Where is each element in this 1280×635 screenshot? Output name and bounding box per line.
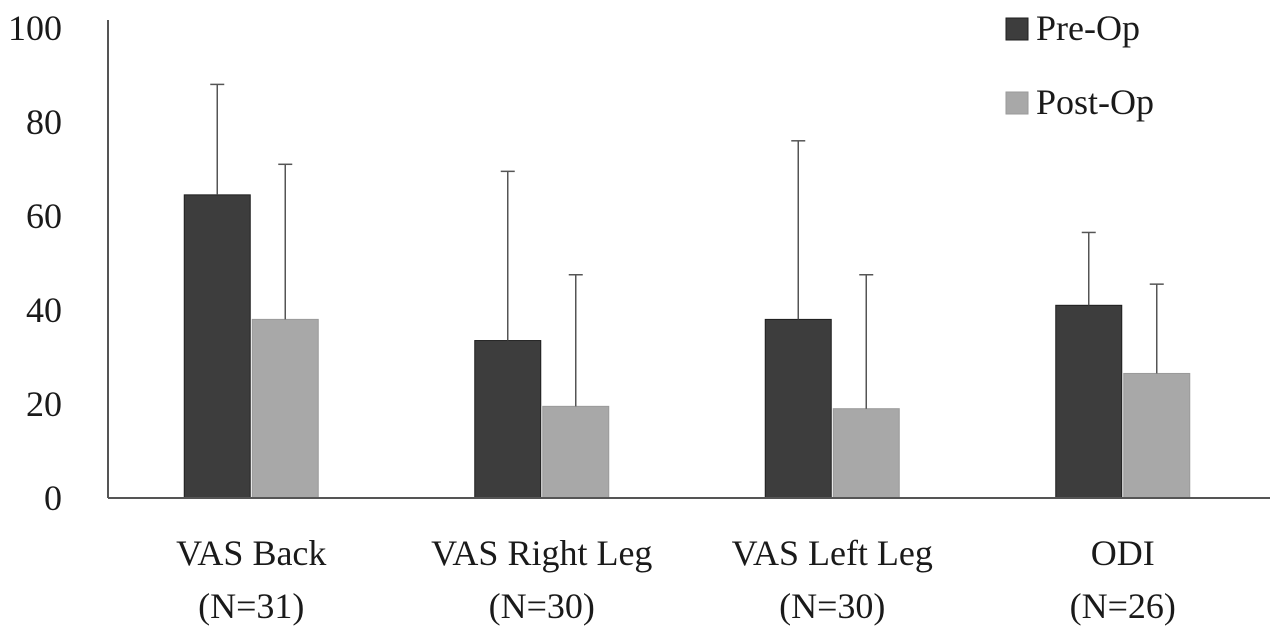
x-tick-sublabel-vas-back: (N=31) (198, 586, 304, 626)
legend: Pre-Op Post-Op (1005, 8, 1154, 122)
legend-label-pre-op: Pre-Op (1036, 8, 1140, 48)
x-tick-sublabel-odi: (N=26) (1070, 586, 1176, 626)
x-tick-label-vas-left-leg: VAS Left Leg (732, 533, 933, 573)
y-tick-label-0: 0 (44, 478, 62, 518)
y-tick-label-20: 20 (26, 384, 62, 424)
x-axis-labels: VAS Back (N=31) VAS Right Leg (N=30) VAS Lef… (176, 533, 1176, 626)
bar-post-op-vas-left-leg (832, 408, 900, 499)
bar-pre-op-odi (1055, 304, 1123, 499)
bar-post-op-odi (1123, 372, 1191, 499)
y-tick-label-60: 60 (26, 196, 62, 236)
y-tick-label-40: 40 (26, 290, 62, 330)
x-tick-label-vas-back: VAS Back (176, 533, 326, 573)
x-tick-label-odi: ODI (1091, 533, 1155, 573)
legend-swatch-pre-op (1005, 17, 1029, 41)
bars (183, 194, 1191, 499)
y-axis-ticks: 0 20 40 60 80 100 (8, 8, 62, 518)
legend-label-post-op: Post-Op (1036, 82, 1154, 122)
bar-pre-op-vas-back (183, 194, 251, 499)
error-bars (210, 83, 1164, 409)
y-tick-label-80: 80 (26, 102, 62, 142)
y-tick-label-100: 100 (8, 8, 62, 48)
bar-pre-op-vas-left-leg (764, 318, 832, 499)
x-tick-label-vas-right-leg: VAS Right Leg (431, 533, 652, 573)
x-tick-sublabel-vas-right-leg: (N=30) (489, 586, 595, 626)
x-tick-sublabel-vas-left-leg: (N=30) (779, 586, 885, 626)
bar-post-op-vas-right-leg (542, 405, 610, 499)
bar-pre-op-vas-right-leg (474, 340, 542, 499)
bar-post-op-vas-back (251, 318, 319, 499)
legend-swatch-post-op (1005, 91, 1029, 115)
